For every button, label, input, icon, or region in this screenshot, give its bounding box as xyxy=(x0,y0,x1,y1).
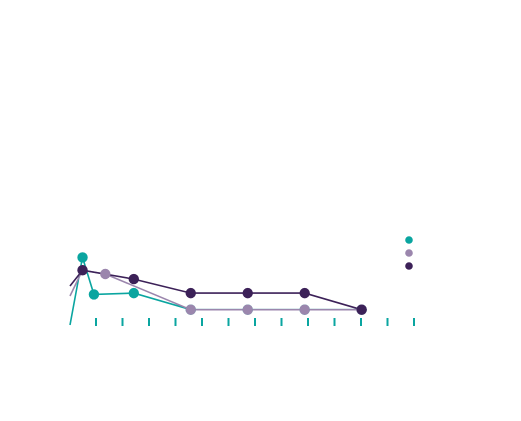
series-line-1 xyxy=(69,257,362,326)
data-point-series-2 xyxy=(185,304,196,315)
series-points xyxy=(77,252,367,315)
data-point-series-2 xyxy=(299,304,310,315)
data-point-series-3 xyxy=(242,287,253,299)
data-point-series-3 xyxy=(185,287,196,299)
data-point-series-2 xyxy=(242,304,253,315)
series-line-3 xyxy=(69,269,362,311)
data-point-series-3 xyxy=(299,287,310,299)
data-point-series-1 xyxy=(77,252,88,263)
legend-marker-series-1 xyxy=(405,236,413,244)
series-lines xyxy=(69,257,362,326)
x-axis-ticks xyxy=(95,318,415,326)
legend-marker-series-2 xyxy=(405,249,413,257)
data-point-series-3 xyxy=(77,264,88,276)
data-point-series-2 xyxy=(100,268,111,280)
data-point-series-3 xyxy=(356,304,367,315)
legend-marker-series-3 xyxy=(405,262,413,270)
legend xyxy=(405,236,413,270)
data-point-series-1 xyxy=(128,287,139,299)
data-point-series-1 xyxy=(88,289,100,300)
data-point-series-3 xyxy=(128,273,139,285)
